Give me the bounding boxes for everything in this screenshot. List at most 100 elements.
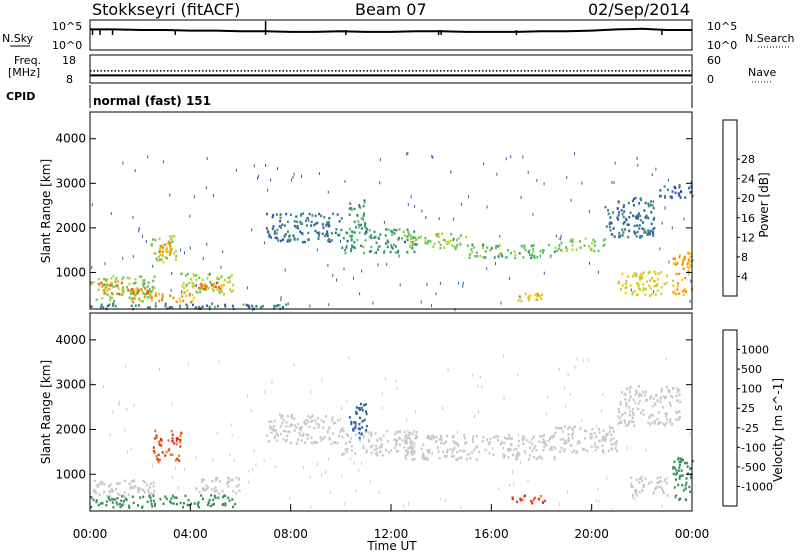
data-cell (394, 432, 397, 436)
data-cell (149, 296, 152, 299)
data-cell (603, 243, 606, 246)
data-cell (602, 451, 605, 454)
data-cell (106, 289, 109, 292)
noise-speck (558, 368, 560, 371)
data-cell (531, 438, 534, 441)
data-cell (93, 479, 96, 483)
data-cell (586, 449, 589, 453)
data-cell (405, 449, 407, 452)
data-cell (653, 216, 656, 220)
data-cell (612, 430, 615, 433)
noise-speck (316, 248, 318, 252)
noise-speck (652, 200, 654, 204)
data-cell (575, 451, 578, 455)
data-cell (666, 482, 668, 485)
data-cell (411, 458, 414, 461)
noise-speck (280, 298, 282, 302)
data-cell (142, 479, 145, 483)
data-cell (303, 421, 306, 424)
data-cell (394, 251, 397, 254)
data-cell (656, 400, 659, 403)
data-cell (105, 280, 108, 283)
data-cell (624, 217, 627, 221)
data-cell (316, 221, 319, 225)
data-cell (651, 421, 654, 424)
data-cell (142, 282, 145, 286)
data-cell (672, 467, 675, 470)
x-tick-label: 16:00 (474, 527, 509, 541)
data-cell (637, 217, 639, 220)
data-cell (621, 234, 624, 237)
data-cell (396, 430, 399, 434)
noise-speck (280, 296, 282, 300)
data-cell (542, 249, 544, 252)
data-cell (168, 447, 171, 451)
data-cell (689, 252, 691, 255)
data-cell (173, 442, 176, 445)
data-cell (628, 413, 631, 417)
data-cell (310, 220, 313, 224)
data-cell (500, 252, 503, 256)
data-cell (668, 420, 671, 424)
noise-speck (634, 497, 636, 501)
data-cell (432, 434, 435, 437)
data-cell (338, 220, 341, 223)
data-cell (431, 452, 434, 455)
data-cell (678, 194, 681, 197)
data-cell (584, 237, 587, 240)
data-cell (500, 440, 503, 444)
noise-speck (375, 251, 377, 255)
data-cell (675, 411, 678, 415)
noise-speck (518, 433, 520, 437)
noise-speck (248, 469, 250, 473)
data-cell (451, 238, 454, 242)
noise-speck (171, 402, 173, 406)
data-cell (638, 399, 641, 403)
data-cell (210, 283, 213, 286)
data-cell (321, 223, 324, 226)
data-cell (632, 398, 635, 401)
data-cell (178, 459, 181, 462)
data-cell (215, 489, 218, 493)
data-cell (640, 276, 643, 280)
data-cell (327, 220, 330, 224)
data-cell (175, 258, 177, 261)
noise-speck (187, 362, 189, 366)
data-cell (295, 426, 298, 429)
data-cell (279, 213, 282, 216)
data-cell (278, 304, 281, 307)
data-cell (306, 216, 309, 220)
data-cell (141, 300, 144, 303)
data-cell (433, 242, 436, 246)
data-cell (604, 238, 606, 241)
data-cell (615, 449, 618, 453)
data-cell (212, 498, 215, 502)
data-cell (272, 429, 275, 432)
data-cell (364, 430, 367, 433)
data-cell (664, 396, 667, 400)
data-cell (188, 292, 191, 296)
data-cell (103, 483, 106, 486)
data-cell (639, 214, 642, 218)
noise-speck (479, 375, 481, 379)
data-cell (370, 451, 373, 455)
data-cell (684, 498, 687, 501)
data-cell (625, 402, 628, 406)
data-cell (568, 425, 571, 429)
data-cell (272, 425, 275, 428)
data-cell (220, 276, 223, 279)
data-cell (179, 445, 182, 448)
data-cell (607, 212, 610, 215)
data-cell (438, 457, 441, 460)
data-cell (460, 456, 463, 459)
data-cell (360, 406, 363, 410)
noise-speck (651, 173, 653, 177)
data-cell (572, 428, 575, 432)
data-cell (413, 449, 416, 453)
data-cell (642, 287, 645, 290)
data-cell (100, 305, 102, 309)
data-cell (132, 290, 135, 293)
data-cell (648, 284, 651, 287)
data-cell (175, 442, 178, 446)
data-cell (102, 283, 105, 287)
